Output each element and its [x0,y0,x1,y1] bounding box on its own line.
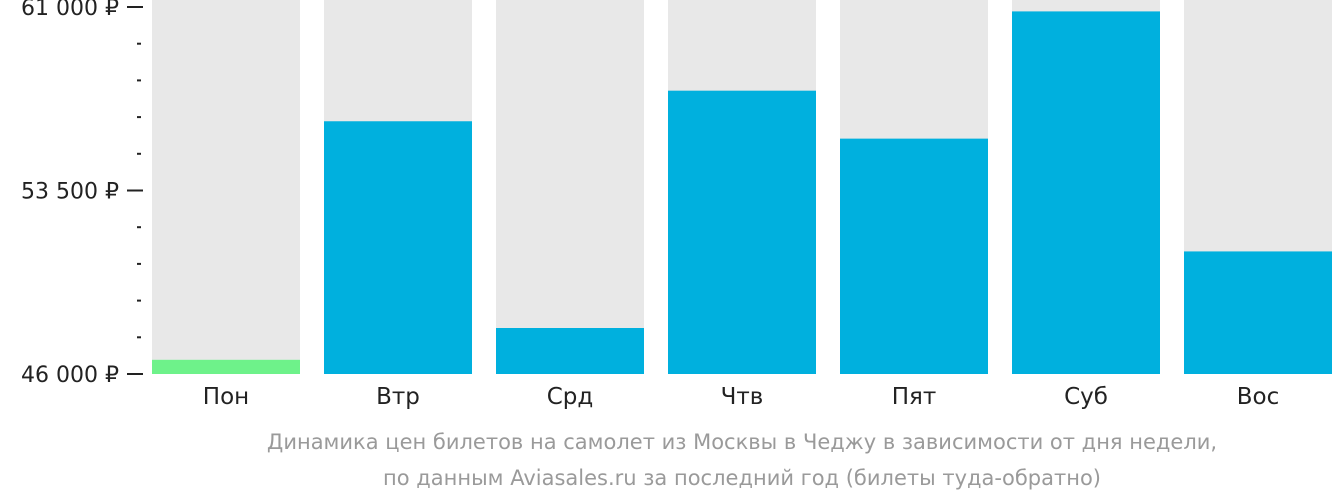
chart-caption-line-2: по данным Aviasales.ru за последний год … [383,466,1101,490]
bar-6 [1184,251,1332,374]
chart-caption-line-1: Динамика цен билетов на самолет из Москв… [266,430,1218,454]
bar-3 [668,90,816,375]
x-tick-label-3: Чтв [721,384,764,410]
bar-background-2 [496,0,644,374]
x-tick-label-6: Вос [1237,384,1280,410]
bar-5 [1012,11,1160,375]
x-axis-labels: Пон Втр Срд Чтв Пят Суб Вос [203,384,1279,410]
bar-background-0 [152,0,300,374]
x-tick-label-1: Втр [376,384,420,410]
y-tick-label-0: 61 000 ₽ [21,0,119,21]
x-tick-label-2: Срд [547,384,594,410]
bar-1 [324,121,472,374]
bar-4 [840,138,988,374]
x-tick-label-4: Пят [892,384,937,410]
x-tick-label-5: Суб [1064,384,1108,410]
y-tick-label-2: 46 000 ₽ [21,363,119,388]
y-tick-label-1: 53 500 ₽ [21,180,119,205]
bar-2 [496,328,644,374]
bars [152,11,1332,375]
y-axis: 61 000 ₽ 53 500 ₽ 46 000 ₽ [21,0,143,388]
x-tick-label-0: Пон [203,384,249,410]
bar-0 [152,359,300,374]
